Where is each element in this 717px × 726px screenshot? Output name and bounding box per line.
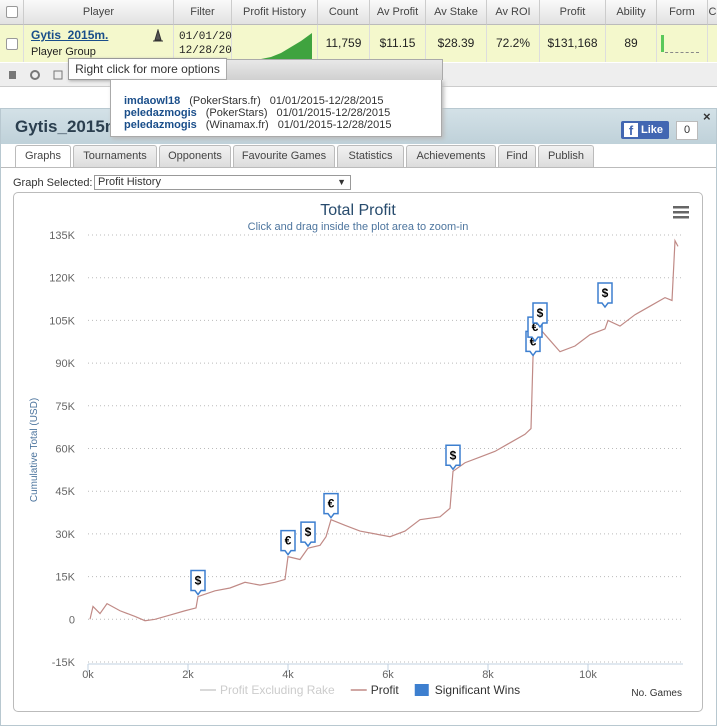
av-stake: $28.39: [426, 25, 487, 62]
tab[interactable]: Favourite Games: [233, 145, 335, 167]
entry-site: (PokerStars.fr): [189, 95, 261, 107]
popup-header: [226, 59, 443, 80]
form-cell: [657, 25, 708, 62]
column-header[interactable]: Count: [318, 0, 370, 25]
select-all[interactable]: [0, 0, 24, 25]
tab[interactable]: Statistics: [337, 145, 404, 167]
sparkline: [236, 33, 312, 62]
entry-dates: 01/01/2015-12/28/2015: [269, 95, 384, 107]
column-header[interactable]: Filter: [174, 0, 232, 25]
tab[interactable]: Opponents: [159, 145, 231, 167]
form-bar: [661, 35, 664, 52]
entry-name[interactable]: imdaowl18: [124, 95, 181, 107]
graph-select[interactable]: Profit History ▼: [94, 175, 351, 190]
entry-dates: 01/01/2015-12/28/2015: [276, 107, 391, 119]
tab-line: [1, 167, 716, 168]
popup-entry: peledazmogis (Winamax.fr) 01/01/2015-12/28…: [124, 119, 391, 131]
entry-name[interactable]: peledazmogis: [124, 107, 197, 119]
player-cell: Gytis_2015m. Player Group: [24, 25, 174, 62]
filter-cell: 01/01/20 12/28/20: [174, 25, 232, 62]
toolbar-icons[interactable]: [8, 69, 68, 81]
column-header[interactable]: Profit: [540, 0, 606, 25]
tab[interactable]: Publish: [538, 145, 594, 167]
filter-from: 01/01/20: [179, 31, 232, 43]
entry-dates: 01/01/2015-12/28/2015: [277, 119, 392, 131]
like-count: 0: [676, 121, 698, 140]
ability: 89: [606, 25, 657, 62]
profit-history-cell: [232, 25, 318, 62]
column-header[interactable]: C: [708, 0, 717, 25]
row-check[interactable]: [0, 25, 24, 62]
tooltip: Right click for more options: [68, 58, 227, 80]
filter-to: 12/28/20: [179, 45, 232, 57]
column-header[interactable]: Profit History: [232, 0, 318, 25]
count: 11,759: [318, 25, 370, 62]
column-header[interactable]: Form: [657, 0, 708, 25]
form-base: [665, 52, 699, 53]
column-header[interactable]: Av Stake: [426, 0, 487, 25]
close[interactable]: ×: [703, 109, 711, 124]
entry-site: (PokerStars): [205, 107, 268, 119]
av-roi: 72.2%: [487, 25, 540, 62]
cell: [708, 25, 717, 62]
graph-selected: Profit History: [98, 176, 161, 188]
tab[interactable]: Tournaments: [73, 145, 157, 167]
checkbox[interactable]: [5, 6, 18, 18]
panel-title: Gytis_2015m: [15, 117, 120, 136]
graph-label: Graph Selected:: [13, 177, 93, 189]
like-button[interactable]: f Like: [621, 121, 669, 139]
icon[interactable]: [151, 29, 165, 43]
player-link[interactable]: Gytis_2015m.: [31, 28, 109, 42]
popup: imdaowl18 (PokerStars.fr) 01/01/2015-12/28…: [110, 79, 442, 137]
column-header[interactable]: Av Profit: [370, 0, 426, 25]
tab[interactable]: Find: [498, 145, 536, 167]
popup-entry: imdaowl18 (PokerStars.fr) 01/01/2015-12/28…: [124, 95, 384, 107]
tab[interactable]: Graphs: [15, 145, 71, 168]
chart-box: [13, 192, 703, 712]
tab[interactable]: Achievements: [406, 145, 496, 167]
entry-site: (Winamax.fr): [205, 119, 269, 131]
like-label: Like: [641, 124, 664, 136]
column-header[interactable]: Ability: [606, 0, 657, 25]
checkbox[interactable]: [5, 38, 18, 50]
column-header[interactable]: Av ROI: [487, 0, 540, 25]
entry-name[interactable]: peledazmogis: [124, 119, 197, 131]
profit: $131,168: [540, 25, 606, 62]
column-header[interactable]: Player: [24, 0, 174, 25]
popup-entry: peledazmogis (PokerStars) 01/01/2015-12/28…: [124, 107, 390, 119]
player-group: Player Group: [31, 46, 96, 58]
av-profit: $11.15: [370, 25, 426, 62]
